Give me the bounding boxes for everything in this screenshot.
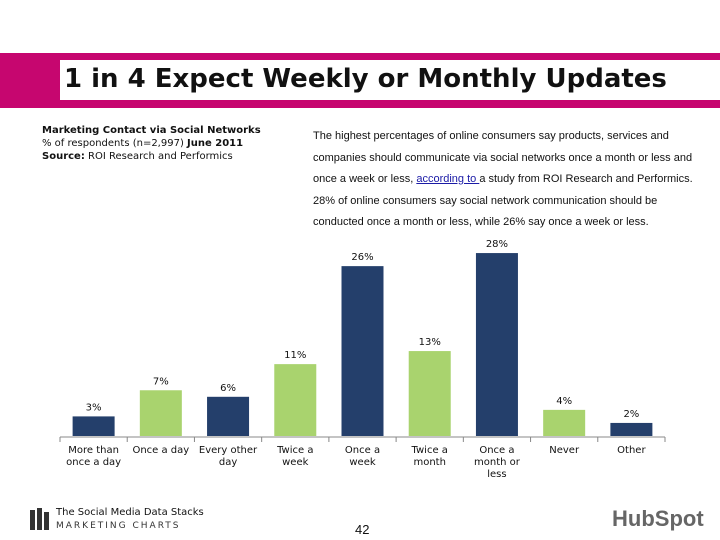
x-tick-label: Once a day xyxy=(132,445,190,456)
x-tick-label: Every other day xyxy=(198,445,258,468)
description-text: The highest percentages of online consum… xyxy=(313,130,693,185)
x-tick-label: Twice a month xyxy=(411,445,448,468)
value-label: 4% xyxy=(556,396,572,407)
bar xyxy=(475,253,518,436)
chart-meta: Marketing Contact via Social Networks % … xyxy=(42,124,261,163)
x-tick-label: Twice a week xyxy=(277,445,314,468)
bar xyxy=(207,396,250,436)
x-tick-label: More than once a day xyxy=(66,445,122,468)
description-link[interactable]: according to xyxy=(416,173,480,185)
value-label: 26% xyxy=(351,252,373,263)
value-label: 3% xyxy=(86,402,102,413)
bar xyxy=(408,351,451,436)
x-tick-label: Once a month or less xyxy=(474,445,520,480)
x-tick-label: Never xyxy=(549,445,580,456)
meta-line: % of respondents (n=2,997) xyxy=(42,138,188,149)
x-tick-label: Other xyxy=(617,445,646,456)
x-tick-label: Once a week xyxy=(344,445,381,468)
value-label: 13% xyxy=(419,337,441,348)
value-label: 6% xyxy=(220,383,236,394)
bar xyxy=(72,416,115,436)
brand-icon xyxy=(30,508,49,530)
bar xyxy=(274,364,317,436)
meta-source: ROI Research and Performics xyxy=(84,151,233,162)
brand-line: MARKETING CHARTS xyxy=(56,521,181,531)
brand-line: The Social Media Data Stacks xyxy=(56,507,204,518)
meta-source-label: Source: xyxy=(42,151,85,162)
value-label: 28% xyxy=(486,239,508,250)
description-text: a study from ROI Research and Performics… xyxy=(313,173,693,228)
bar xyxy=(610,422,653,436)
value-label: 11% xyxy=(284,350,306,361)
bar xyxy=(341,266,384,436)
slide-title: 1 in 4 Expect Weekly or Monthly Updates xyxy=(60,60,720,100)
bar xyxy=(543,409,586,436)
value-label: 2% xyxy=(623,409,639,420)
value-label: 7% xyxy=(153,376,169,387)
page-number: 42 xyxy=(355,522,370,537)
meta-line: Marketing Contact via Social Networks xyxy=(42,125,261,136)
logo: HubSpot xyxy=(612,506,704,531)
meta-date: June 2011 xyxy=(187,138,244,149)
description: The highest percentages of online consum… xyxy=(313,126,698,234)
bar xyxy=(139,390,182,436)
